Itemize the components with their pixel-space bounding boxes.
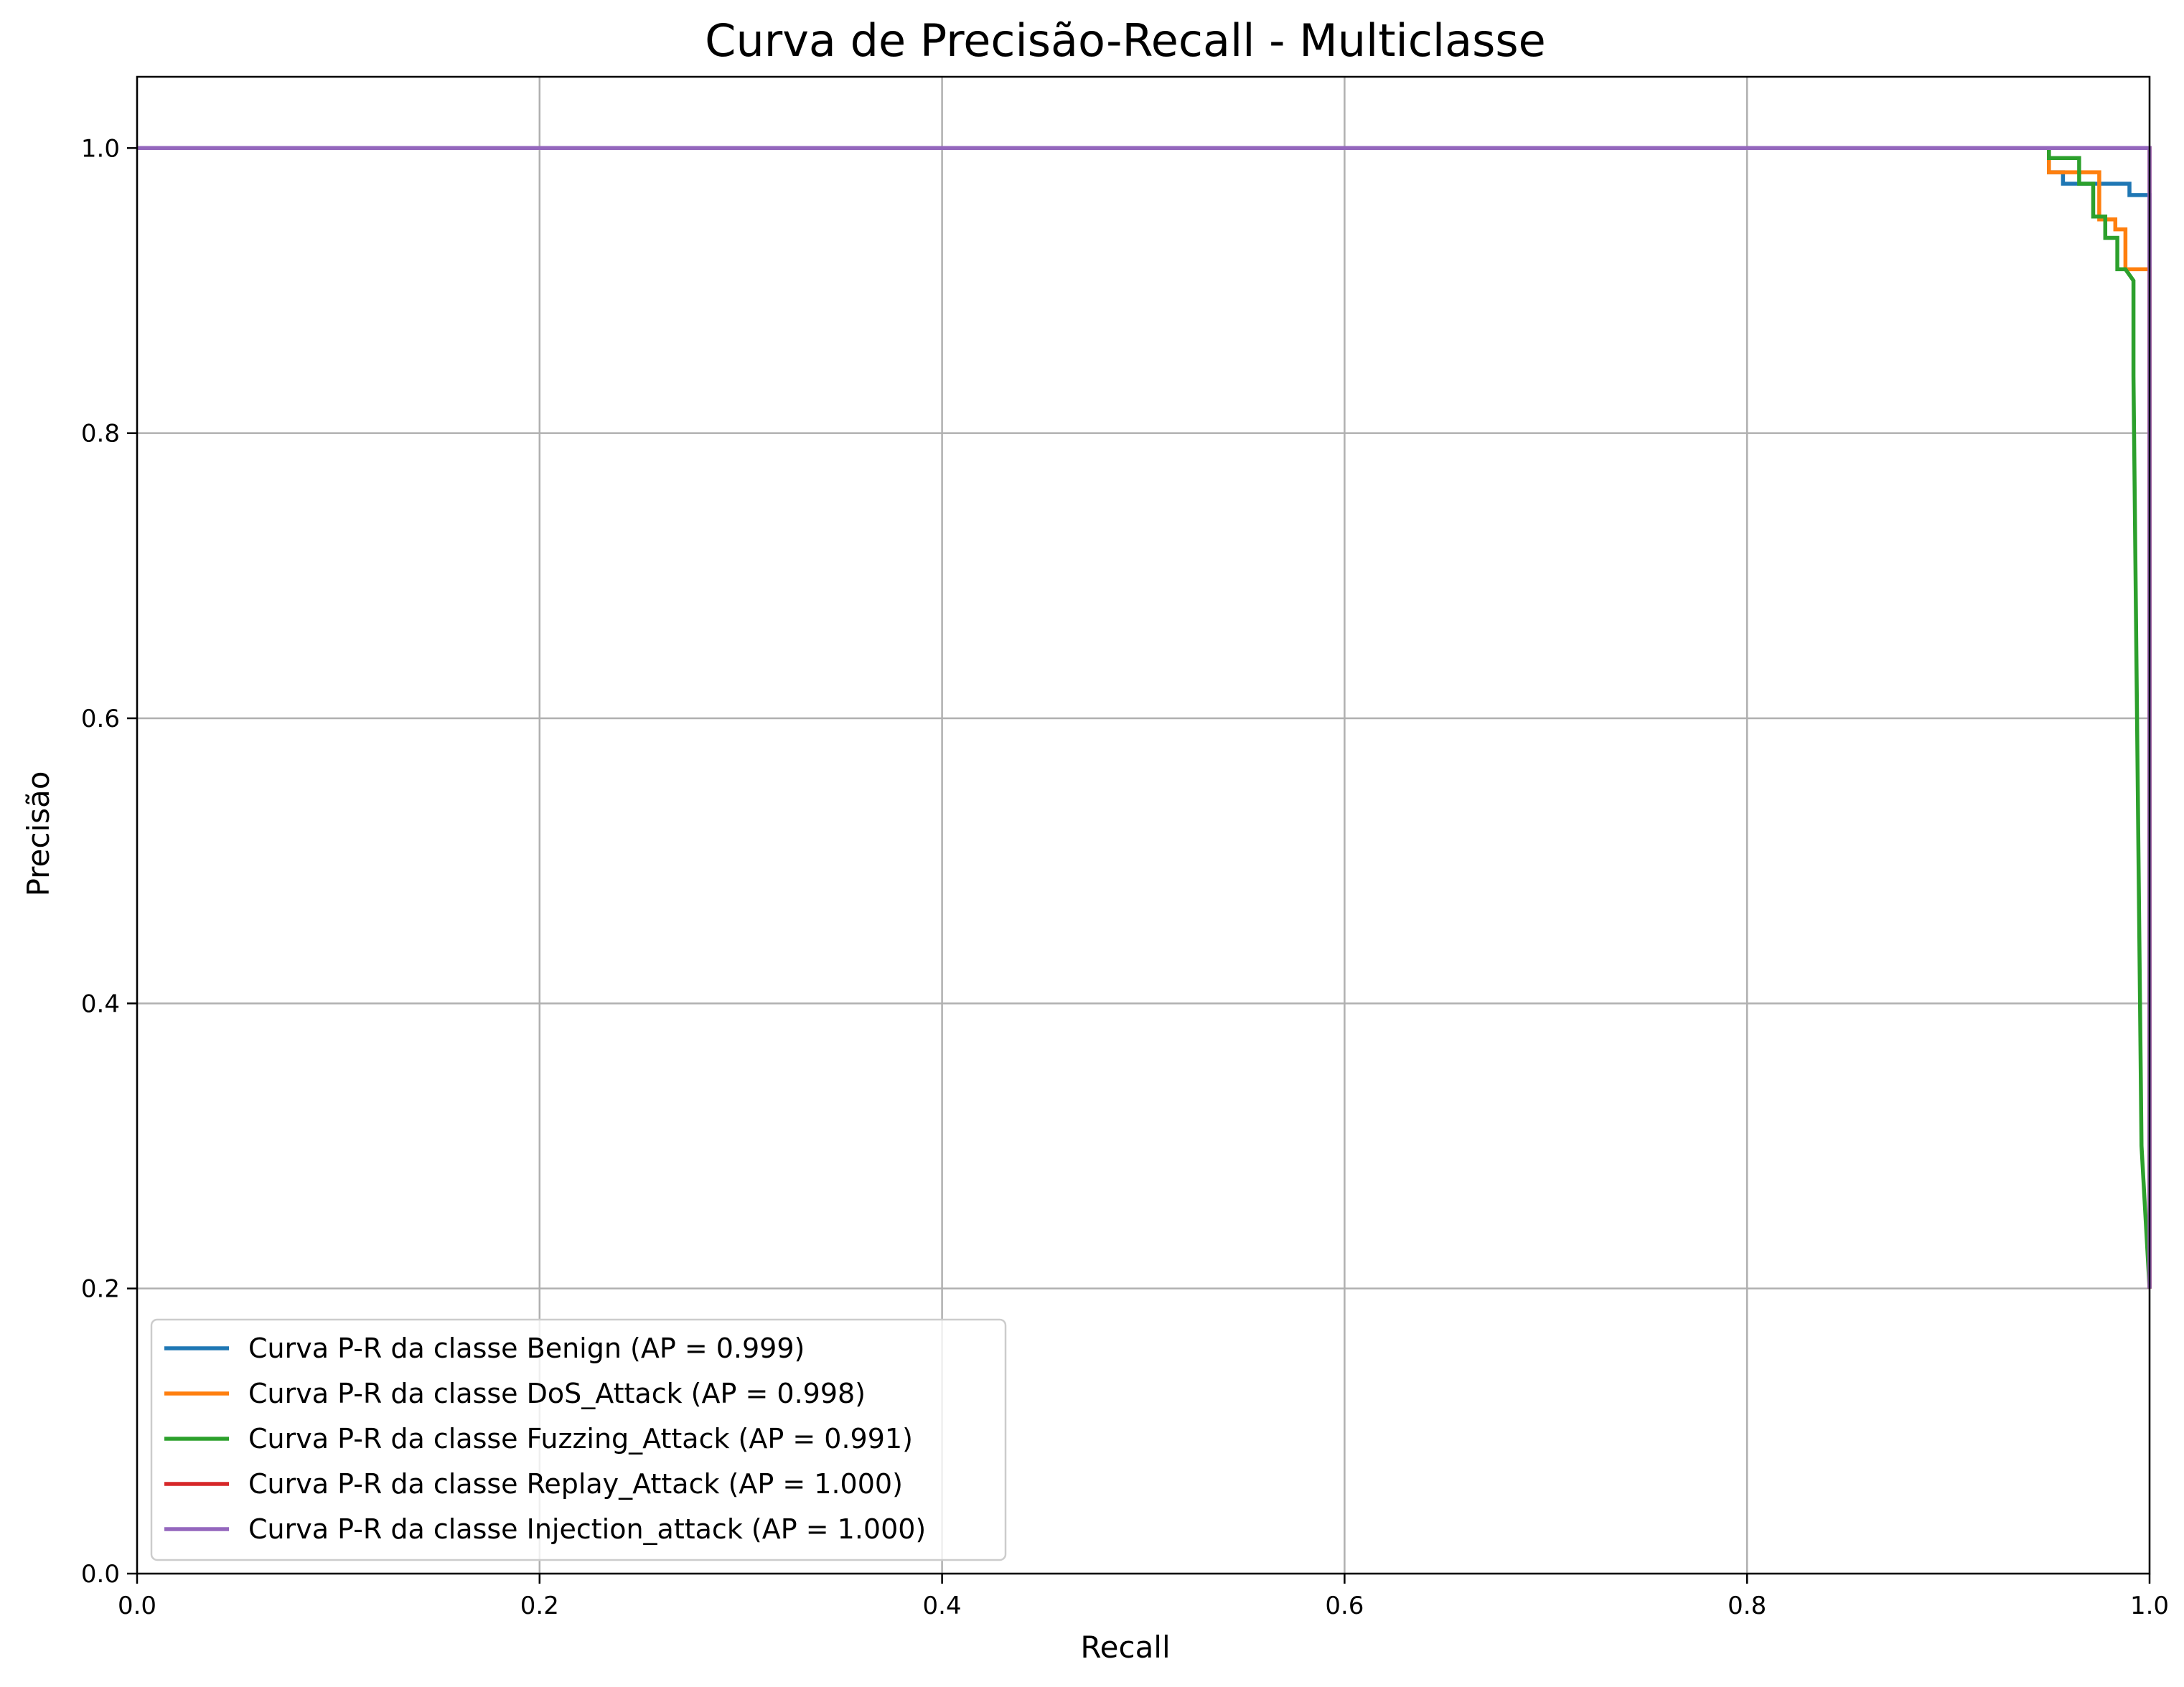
- legend-label: Curva P-R da classe Benign (AP = 0.999): [248, 1333, 805, 1364]
- y-tick-label: 0.8: [81, 420, 120, 448]
- axes-frame: [136, 75, 2151, 1575]
- x-tick-label: 0.2: [520, 1592, 559, 1620]
- x-tick-label: 0.8: [1728, 1592, 1766, 1620]
- x-tick-label: 0.4: [923, 1592, 962, 1620]
- legend-label: Curva P-R da classe Fuzzing_Attack (AP =…: [248, 1423, 913, 1455]
- x-tick-label: 0.6: [1325, 1592, 1364, 1620]
- legend: Curva P-R da classe Benign (AP = 0.999) C…: [150, 1318, 1007, 1561]
- axis-ticks: 0.0 0.2 0.4 0.6 0.8 1.0 0.0 0.2 0.4 0.6 0.8 1.0: [81, 134, 2169, 1620]
- legend-label: Curva P-R da classe Injection_attack (AP…: [248, 1513, 926, 1545]
- series-line-1: [137, 146, 2152, 1289]
- y-axis-title: Precisão: [21, 771, 56, 897]
- y-tick-label: 1.0: [81, 134, 120, 163]
- y-tick-label: 0.6: [81, 705, 120, 733]
- chart-title: Curva de Precisão-Recall - Multiclasse: [705, 14, 1546, 67]
- legend-box: [150, 1318, 1007, 1561]
- grid: [136, 77, 2151, 1575]
- x-tick-label: 1.0: [2130, 1592, 2169, 1620]
- x-axis-title: Recall: [1080, 1630, 1170, 1665]
- series-line-2: [137, 146, 2152, 1289]
- y-tick-label: 0.0: [81, 1560, 120, 1589]
- y-tick-label: 0.4: [81, 990, 120, 1018]
- x-tick-label: 0.0: [118, 1592, 156, 1620]
- legend-label: Curva P-R da classe Replay_Attack (AP = …: [248, 1468, 903, 1500]
- legend-label: Curva P-R da classe DoS_Attack (AP = 0.9…: [248, 1378, 866, 1409]
- y-tick-label: 0.2: [81, 1275, 120, 1304]
